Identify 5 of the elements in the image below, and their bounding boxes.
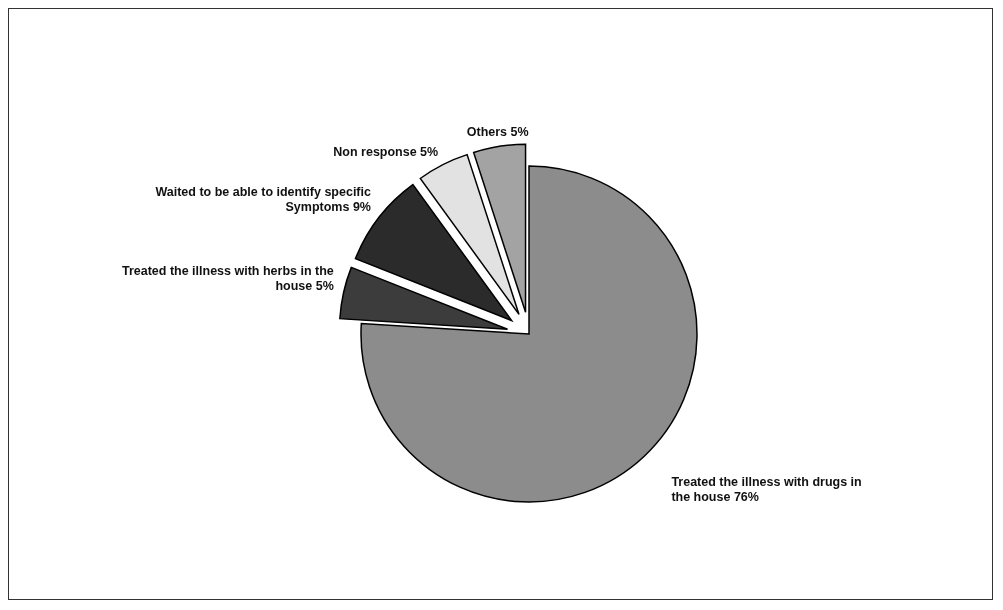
slice-label: Treated the illness with herbs in the house 5% — [121, 264, 334, 294]
slice-label: Waited to be able to identify specific Symptoms 9% — [155, 185, 372, 215]
slice-label: Treated the illness with drugs in the house 76% — [671, 474, 862, 504]
slice-label: Others 5% — [466, 125, 529, 140]
slice-label: Non response 5% — [333, 144, 439, 159]
